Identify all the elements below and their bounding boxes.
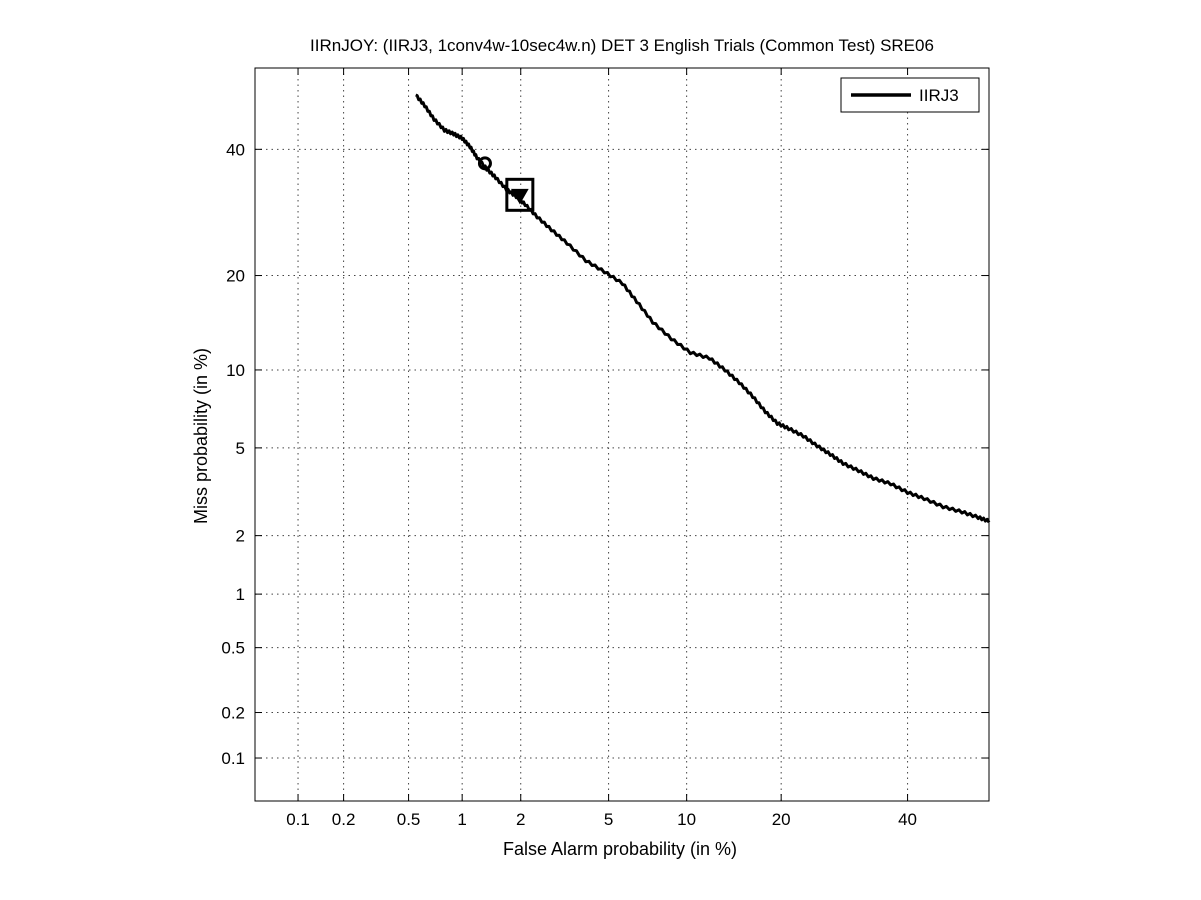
y-tick-label: 20 xyxy=(226,267,245,286)
y-tick-label: 40 xyxy=(226,140,245,159)
axes-box xyxy=(254,67,990,802)
plot-area xyxy=(255,68,989,801)
y-tick-label: 1 xyxy=(236,585,245,604)
y-tick-label: 0.5 xyxy=(221,639,245,658)
y-tick-label: 10 xyxy=(226,361,245,380)
chart-title: IIRnJOY: (IIRJ3, 1conv4w-10sec4w.n) DET … xyxy=(310,36,934,55)
y-tick-label: 0.2 xyxy=(221,704,245,723)
x-tick-label: 40 xyxy=(898,810,917,829)
x-tick-label: 5 xyxy=(604,810,613,829)
square-marker xyxy=(505,177,535,212)
legend: IIRJ3 xyxy=(840,77,980,113)
x-axis-label: False Alarm probability (in %) xyxy=(503,839,737,859)
x-tick-label: 0.1 xyxy=(286,810,310,829)
y-tick-label: 5 xyxy=(236,439,245,458)
grid xyxy=(255,68,989,801)
x-tick-labels: 0.1 0.2 0.5 1 2 5 10 20 40 xyxy=(286,810,917,829)
x-tick-label: 0.2 xyxy=(332,810,356,829)
x-tick-label: 0.5 xyxy=(397,810,421,829)
triangle-marker xyxy=(510,188,529,205)
x-tick-label: 20 xyxy=(772,810,791,829)
circle-marker xyxy=(477,156,492,171)
y-tick-label: 2 xyxy=(236,527,245,546)
markers-layer xyxy=(477,156,535,212)
series-line-iirj3 xyxy=(415,93,991,524)
legend-label-iirj3: IIRJ3 xyxy=(919,86,959,105)
y-tick-labels: 0.1 0.2 0.5 1 2 5 10 20 40 xyxy=(221,140,245,768)
y-axis-label: Miss probability (in %) xyxy=(191,348,211,524)
series-layer xyxy=(415,93,991,524)
y-tick-label: 0.1 xyxy=(221,749,245,768)
x-tick-label: 2 xyxy=(516,810,525,829)
x-tick-label: 10 xyxy=(677,810,696,829)
tick-marks xyxy=(255,68,989,801)
x-tick-label: 1 xyxy=(457,810,466,829)
